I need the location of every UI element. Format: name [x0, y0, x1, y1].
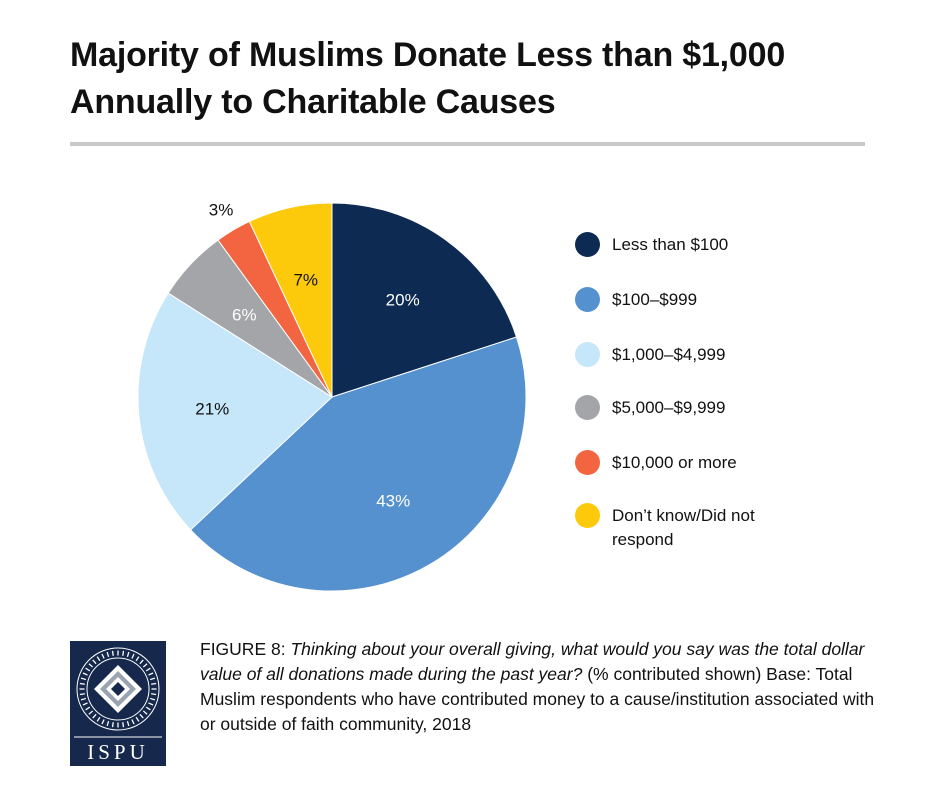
- logo-ring-tick: [148, 672, 154, 676]
- logo-ring-tick: [85, 667, 91, 672]
- logo-ring-tick: [92, 659, 97, 665]
- logo-ring-tick: [131, 719, 135, 725]
- caption-note: (% contributed shown) Base: Total Muslim…: [200, 664, 875, 734]
- logo-ring-tick: [126, 651, 130, 658]
- logo-ring-tick: [135, 656, 140, 662]
- legend-item-less-than-100: Less than $100: [575, 232, 802, 257]
- logo-ring-tick: [96, 656, 101, 662]
- caption-separator: :: [280, 639, 291, 659]
- legend-label-10000-or-more: $10,000 or more: [612, 453, 737, 472]
- logo-ring-tick: [139, 659, 144, 665]
- survey-question: Thinking about your overall giving, what…: [200, 639, 865, 684]
- legend-swatch-10000-or-more: [575, 450, 600, 475]
- logo-ring-tick: [111, 650, 114, 656]
- pie-label-10-000-or-more: 3%: [209, 200, 234, 219]
- logo-ring-tick: [82, 672, 88, 676]
- pie-slice-less-than-100: [331, 202, 518, 398]
- legend-swatch-dont-know: [575, 503, 600, 528]
- logo-ring-tick: [122, 722, 125, 728]
- logo-ring-tick: [101, 653, 105, 659]
- logo-ring-ticks: [79, 650, 157, 728]
- logo-ring-tick: [142, 710, 148, 715]
- logo-ring-tick: [145, 667, 151, 672]
- logo-ring-tick: [101, 719, 105, 725]
- logo-ring-tick: [80, 677, 87, 681]
- legend-label-dont-know: Don’t know/Did not respond: [612, 506, 755, 549]
- figure-caption: FIGURE 8: Thinking about your overall gi…: [200, 637, 880, 737]
- legend-swatch-1000-4999: [575, 342, 600, 367]
- pie-label-1-000-4-999: 21%: [195, 399, 229, 418]
- title-line-2: Annually to Charitable Causes: [70, 83, 556, 121]
- logo-ring-tick: [106, 651, 110, 658]
- legend-item-1000-4999: $1,000–$4,999: [575, 342, 802, 367]
- logo-ring-tick: [79, 682, 85, 685]
- legend-label-1000-4999: $1,000–$4,999: [612, 345, 726, 364]
- logo-ring-tick: [149, 677, 156, 681]
- legend-swatch-less-than-100: [575, 232, 600, 257]
- pie-slice-don-t-know-did-not-respond: [248, 202, 333, 398]
- figure-number: FIGURE 8: [200, 639, 281, 659]
- logo-ring-tick: [88, 710, 94, 715]
- logo-ring-tick: [151, 682, 157, 685]
- logo-ring-tick: [122, 650, 125, 656]
- logo-ring-tick: [126, 720, 130, 727]
- logo-ring-tick: [135, 716, 140, 722]
- logo-ring-tick: [149, 697, 156, 701]
- logo-ring-tick: [139, 713, 144, 719]
- pie-chart: 20% 43% 21% 6% 3% 7%: [137, 200, 527, 592]
- legend-item-dont-know: Don’t know/Did not respond: [575, 503, 802, 552]
- logo-ring-tick: [80, 697, 87, 701]
- logo-ring-tick: [145, 706, 151, 711]
- pie-slice-100-999: [189, 336, 527, 592]
- legend-swatch-5000-9999: [575, 395, 600, 420]
- logo-ring-tick: [151, 693, 157, 696]
- legend-item-10000-or-more: $10,000 or more: [575, 450, 802, 475]
- legend-label-less-than-100: Less than $100: [612, 235, 729, 254]
- logo-letters: ISPU: [87, 740, 149, 764]
- legend-item-5000-9999: $5,000–$9,999: [575, 395, 802, 420]
- logo-ring-tick: [79, 693, 85, 696]
- legend-label-5000-9999: $5,000–$9,999: [612, 398, 726, 417]
- legend-item-100-999: $100–$999: [575, 287, 802, 312]
- logo-ring-tick: [106, 720, 110, 727]
- title-line-1: Majority of Muslims Donate Less than $1,…: [70, 36, 786, 74]
- logo-ring-tick: [82, 702, 88, 706]
- logo-ring-tick: [85, 706, 91, 711]
- pie-label-don-t-know-did-not-respond: 7%: [293, 271, 318, 290]
- logo-ring-tick: [92, 713, 97, 719]
- pie-label-100-999: 43%: [376, 492, 410, 511]
- title-divider: [70, 142, 865, 146]
- chart-title: Majority of Muslims Donate Less than $1,…: [70, 32, 890, 126]
- pie-label-less-than-100: 20%: [386, 291, 420, 310]
- legend-swatch-100-999: [575, 287, 600, 312]
- logo-ring-tick: [131, 653, 135, 659]
- logo-ring-tick: [142, 663, 148, 668]
- pie-label-5-000-9-999: 6%: [232, 306, 257, 325]
- logo-inner-ring: [86, 657, 150, 721]
- ispu-logo: ISPU: [70, 641, 166, 766]
- pie-slice-1-000-4-999: [137, 292, 333, 531]
- logo-ring-tick: [148, 702, 154, 706]
- logo-ring-tick: [111, 722, 114, 728]
- logo-ring-tick: [96, 716, 101, 722]
- logo-outer-ring: [76, 647, 160, 731]
- logo-ring-tick: [88, 663, 94, 668]
- logo-diamond-core: [111, 682, 125, 696]
- legend-label-100-999: $100–$999: [612, 290, 698, 309]
